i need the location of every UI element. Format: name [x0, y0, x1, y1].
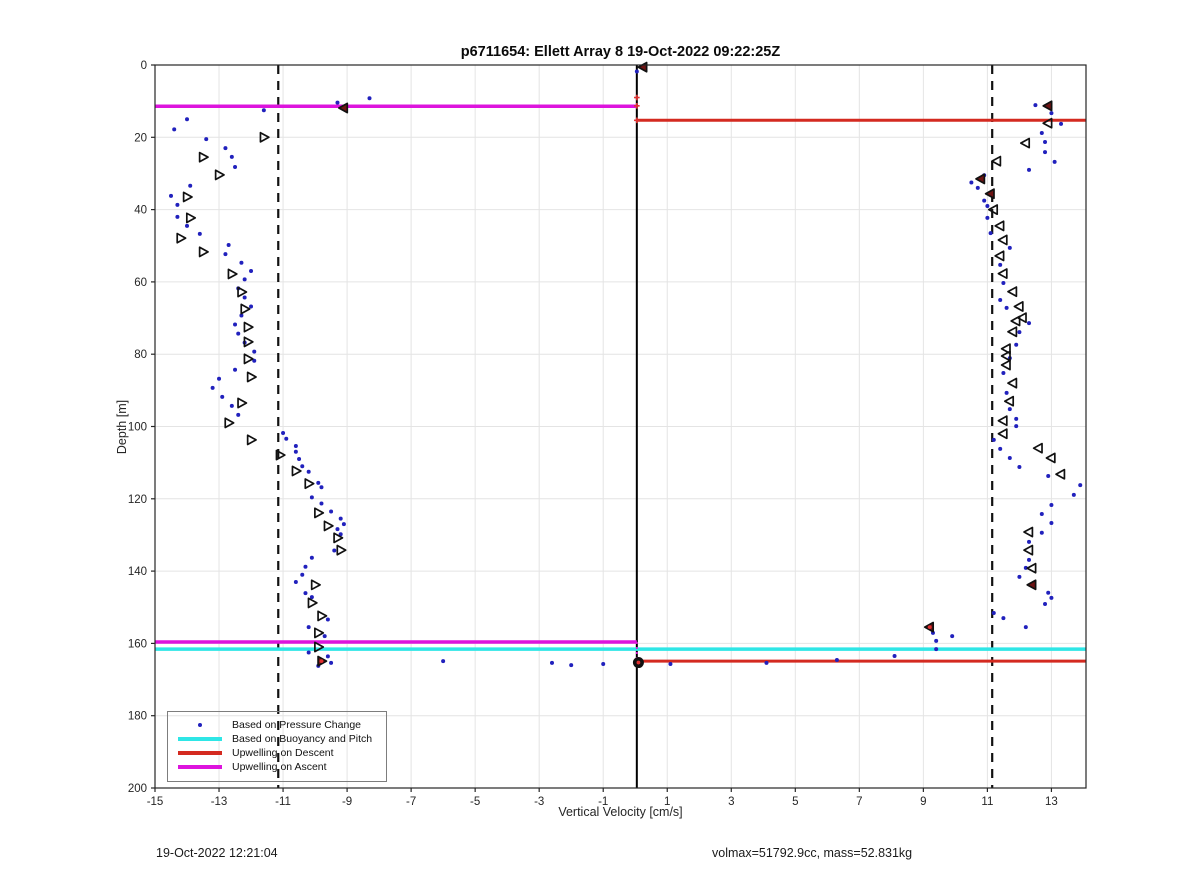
axes [151, 64, 1087, 792]
x-tick-label: -5 [470, 796, 480, 808]
x-tick-label: 7 [856, 796, 862, 808]
y-tick-labels: 0 20 40 60 80 100 120 140 160 180 200 [128, 60, 147, 795]
legend-line-marker [174, 737, 226, 741]
y-tick-label: 40 [134, 205, 147, 217]
x-tick-label: 11 [981, 796, 993, 808]
x-tick-label: -9 [342, 796, 352, 808]
footer-stats: volmax=51792.9cc, mass=52.831kg [712, 846, 913, 860]
x-tick-label: -1 [598, 796, 608, 808]
x-tick-label: 9 [920, 796, 926, 808]
legend-line-marker [174, 751, 226, 755]
x-axis-label: Vertical Velocity [cm/s] [558, 805, 683, 819]
y-tick-label: 120 [128, 494, 147, 506]
legend-label: Based on Pressure Change [232, 719, 361, 731]
legend-entry: Based on Buoyancy and Pitch [174, 732, 372, 746]
legend-label: Based on Buoyancy and Pitch [232, 733, 373, 745]
x-tick-label: -13 [211, 796, 228, 808]
legend-line-marker [174, 765, 226, 769]
y-tick-label: 160 [128, 638, 147, 650]
y-tick-label: 140 [128, 566, 147, 578]
x-tick-label: -3 [534, 796, 544, 808]
y-axis-label: Depth [m] [115, 399, 129, 455]
series-based-on-pressure-change [169, 69, 1083, 668]
grid [154, 64, 1086, 789]
y-tick-label: 20 [134, 132, 147, 144]
y-tick-label: 200 [128, 783, 147, 795]
y-tick-label: 80 [134, 349, 147, 361]
x-tick-label: 13 [1045, 796, 1058, 808]
chart-title: p6711654: Ellett Array 8 19-Oct-2022 09:… [460, 44, 781, 60]
y-tick-label: 60 [134, 277, 147, 289]
legend-label: Upwelling on Descent [232, 747, 334, 759]
legend-label: Upwelling on Ascent [232, 761, 327, 773]
x-tick-label: -11 [275, 796, 291, 808]
legend-dot-marker [174, 723, 226, 727]
legend: Based on Pressure Change Based on Buoyanc… [167, 711, 388, 782]
y-tick-label: 0 [141, 60, 147, 72]
series-ascent-buoyancy-pitch-estimates [987, 117, 1066, 574]
special-markers [317, 61, 1053, 669]
series-descent-buoyancy-pitch-estimates [176, 131, 347, 653]
legend-entry: Based on Pressure Change [174, 718, 372, 732]
x-tick-label: 3 [728, 796, 734, 808]
reference-lines [155, 65, 1086, 788]
footer-timestamp: 19-Oct-2022 12:21:04 [156, 846, 278, 860]
x-tick-labels: -15 -13 -11 -9 -7 -5 -3 -1 1 3 5 7 9 11 13 [147, 796, 1058, 808]
x-tick-label: 5 [792, 796, 798, 808]
y-tick-label: 100 [128, 422, 147, 434]
legend-entry: Upwelling on Descent [174, 746, 372, 760]
y-tick-label: 180 [128, 711, 147, 723]
x-tick-label: -7 [406, 796, 416, 808]
x-tick-label: -15 [147, 796, 164, 808]
legend-entry: Upwelling on Ascent [174, 760, 372, 774]
x-tick-label: 1 [664, 796, 670, 808]
